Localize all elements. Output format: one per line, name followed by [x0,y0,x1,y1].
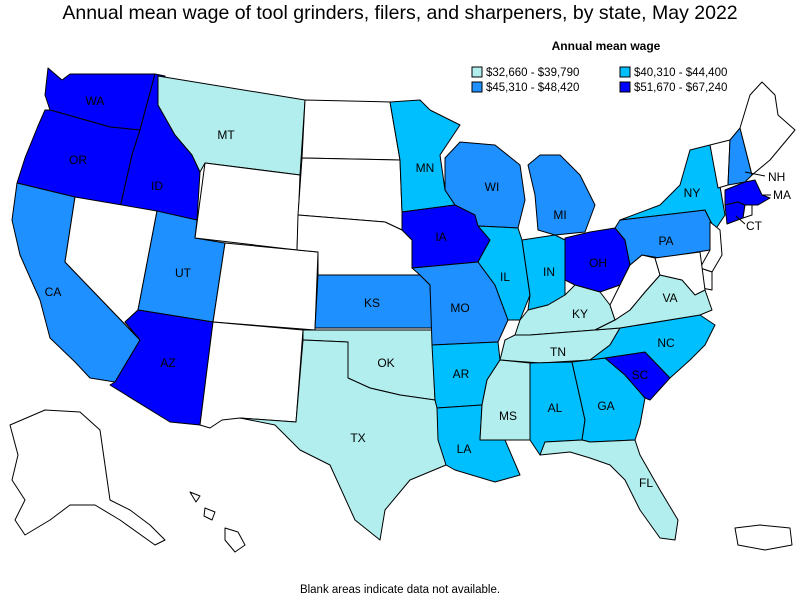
state-MN [389,99,461,213]
legend-item-c4: $51,670 - $67,240 [619,81,727,94]
state-label-KY: KY [572,307,588,321]
state-label-MT: MT [217,128,235,142]
state-label-MI: MI [553,208,566,222]
state-label-MO: MO [450,301,469,315]
legend: Annual mean wage $32,660 - $39,790 $40,3… [471,39,727,94]
legend-label-c4: $51,670 - $67,240 [634,82,727,94]
state-label-AR: AR [453,367,470,381]
state-label-TX: TX [350,431,365,445]
state-ME [739,81,796,176]
legend-label-c3: $45,310 - $48,420 [486,82,579,94]
state-label-SC: SC [632,368,649,382]
map-title: Annual mean wage of tool grinders, filer… [62,2,738,24]
state-TX [239,339,447,541]
legend-item-c3: $45,310 - $48,420 [471,81,579,94]
state-MD [654,251,706,296]
state-RI [742,204,753,219]
legend-swatch-c2 [619,66,631,78]
state-label-FL: FL [639,476,653,490]
state-label-CA: CA [45,285,62,299]
state-label-TN: TN [550,345,566,359]
legend-label-c1: $32,660 - $39,790 [486,67,579,79]
state-ND [301,99,401,161]
state-label-GA: GA [597,399,614,413]
legend-title: Annual mean wage [552,39,661,53]
legend-swatch-c1 [471,66,483,78]
leader-line-NH [744,171,766,177]
state-NH [727,127,753,186]
state-label-NH: NH [768,170,785,184]
state-label-VA: VA [662,291,677,305]
legend-swatch-c3 [471,81,483,93]
state-HI [189,491,246,553]
state-label-IA: IA [435,230,446,244]
state-label-MS: MS [499,409,517,423]
state-MS [479,359,531,441]
state-CO [212,242,319,331]
state-label-ID: ID [151,179,163,193]
state-label-UT: UT [175,266,192,280]
legend-swatch-c4 [619,81,631,93]
state-label-NY: NY [684,186,701,200]
state-label-WA: WA [86,94,105,108]
state-label-OK: OK [377,356,394,370]
state-label-CT: CT [746,219,763,233]
state-label-KS: KS [364,296,380,310]
state-label-MN: MN [416,161,435,175]
state-WY [194,162,301,251]
state-label-OR: OR [69,153,87,167]
state-FL [539,439,679,541]
state-label-WI: WI [485,180,500,194]
footnote: Blank areas indicate data not available. [299,584,501,596]
state-PR [734,524,793,551]
state-MI [527,154,596,236]
labels-layer: WA OR ID CA UT AZ MT KS OK TX MN IA MO A… [45,94,791,490]
state-label-LA: LA [457,442,472,456]
state-AK [9,409,166,546]
leader-line-CT [735,215,746,225]
state-label-MA: MA [773,188,791,202]
state-label-AL: AL [548,401,563,415]
state-label-PA: PA [658,234,673,248]
state-label-NC: NC [657,336,675,350]
legend-item-c2: $40,310 - $44,400 [619,66,727,79]
legend-item-c1: $32,660 - $39,790 [471,66,579,79]
state-label-IL: IL [500,270,510,284]
legend-label-c2: $40,310 - $44,400 [634,67,727,79]
state-IL [477,225,531,321]
state-NC [589,314,716,379]
state-NM [199,321,304,429]
state-label-IN: IN [543,265,555,279]
state-label-AZ: AZ [160,356,175,370]
states-layer [9,67,796,553]
state-label-OH: OH [589,256,607,270]
